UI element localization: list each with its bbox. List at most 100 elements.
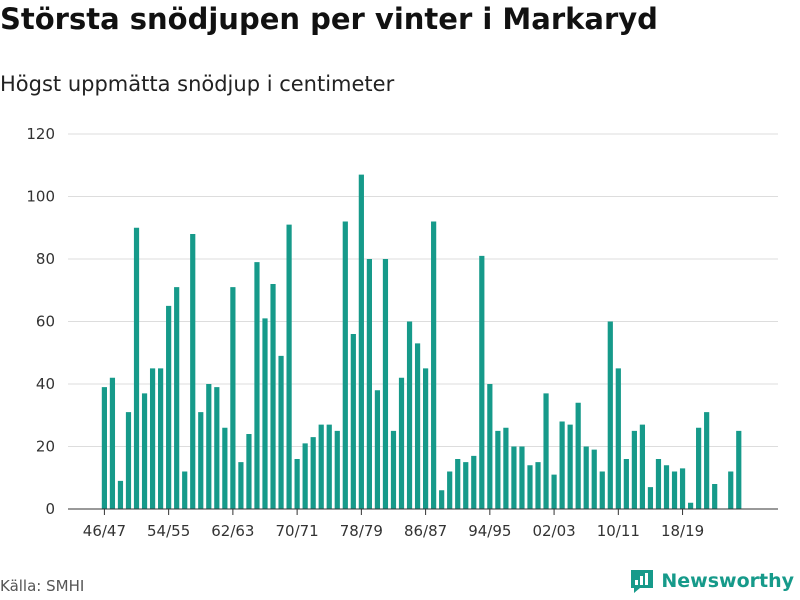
bar-13/14 (639, 424, 646, 509)
bar-22/23 (712, 484, 718, 509)
bar-65/66 (254, 262, 260, 509)
bar-49/50 (125, 412, 132, 509)
y-tick-label-120: 120 (26, 125, 55, 143)
x-tick-label-18/19: 18/19 (661, 522, 704, 540)
bar-00/01 (535, 462, 541, 509)
x-tick-label-46/47: 46/47 (83, 522, 126, 540)
source-label: Källa: SMHI (0, 577, 85, 595)
bar-95/96 (495, 430, 501, 509)
x-tick-label-62/63: 62/63 (211, 522, 254, 540)
bar-04/05 (567, 424, 573, 509)
x-tick-label-70/71: 70/71 (276, 522, 319, 540)
bar-47/48 (109, 377, 116, 509)
bar-90/91 (455, 459, 461, 509)
bar-03/04 (559, 421, 565, 509)
bar-80/81 (374, 390, 381, 509)
bar-20/21 (696, 427, 702, 509)
bar-84/85 (406, 321, 413, 509)
bar-50/51 (133, 227, 140, 509)
bar-53/54 (158, 368, 164, 509)
bar-79/80 (366, 259, 372, 509)
newsworthy-logo-icon (631, 570, 654, 593)
x-tick-label-54/55: 54/55 (147, 522, 190, 540)
bar-82/83 (390, 430, 397, 509)
bar-81/82 (382, 259, 389, 509)
bar-48/49 (117, 480, 124, 509)
bar-63/64 (238, 462, 244, 509)
bar-76/77 (342, 221, 348, 509)
bar-02/03 (551, 474, 557, 509)
bar-61/62 (222, 427, 228, 509)
bar-62/63 (230, 287, 236, 509)
bar-73/74 (318, 424, 324, 509)
bar-54/55 (166, 305, 172, 509)
bar-98/99 (519, 446, 525, 509)
bar-58/59 (198, 412, 204, 509)
bar-99/00 (527, 465, 533, 509)
bar-75/76 (334, 430, 340, 509)
bar-59/60 (206, 384, 212, 509)
bar-67/68 (270, 284, 276, 509)
y-tick-label-40: 40 (36, 375, 55, 393)
bar-19/20 (687, 502, 694, 509)
bar-64/65 (246, 434, 252, 509)
bar-18/19 (679, 468, 686, 509)
y-tick-label-20: 20 (36, 438, 55, 456)
bar-15/16 (655, 459, 662, 509)
bar-24/25 (728, 471, 734, 509)
x-tick-label-10/11: 10/11 (597, 522, 640, 540)
bar-52/53 (149, 368, 156, 509)
bar-57/58 (190, 234, 196, 509)
bar-08/09 (599, 471, 605, 509)
bar-86/87 (423, 368, 429, 509)
x-tick-label-94/95: 94/95 (468, 522, 511, 540)
bar-70/71 (294, 459, 300, 509)
x-tick-label-78/79: 78/79 (340, 522, 383, 540)
bar-66/67 (262, 318, 268, 509)
brand-logo: Newsworthy (629, 568, 794, 594)
bar-25/26 (736, 430, 742, 509)
bar-05/06 (575, 402, 581, 509)
y-tick-label-60: 60 (36, 313, 55, 331)
bar-55/56 (174, 287, 180, 509)
bar-60/61 (214, 387, 220, 509)
bar-46/47 (101, 387, 107, 509)
bar-89/90 (447, 471, 453, 509)
bar-92/93 (471, 455, 477, 509)
brand-name: Newsworthy (661, 570, 794, 592)
bar-97/98 (511, 446, 517, 509)
bar-16/17 (663, 465, 670, 509)
chart-subtitle: Högst uppmätta snödjup i centimeter (0, 72, 395, 96)
bar-83/84 (398, 377, 405, 509)
bar-72/73 (310, 437, 316, 509)
bar-12/13 (631, 430, 637, 509)
bar-78/79 (358, 174, 364, 509)
bar-87/88 (431, 221, 437, 509)
bar-69/70 (286, 224, 292, 509)
x-tick-label-86/87: 86/87 (404, 522, 447, 540)
bar-71/72 (302, 443, 308, 509)
y-tick-label-0: 0 (45, 500, 55, 518)
bar-77/78 (350, 334, 356, 509)
bar-21/22 (704, 412, 710, 509)
bar-01/02 (543, 393, 549, 509)
bar-68/69 (278, 355, 284, 509)
bar-93/94 (479, 255, 485, 509)
bar-07/08 (591, 449, 597, 509)
chart-title: Största snödjupen per vinter i Markaryd (0, 2, 658, 36)
bar-10/11 (615, 368, 621, 509)
y-tick-label-80: 80 (36, 250, 55, 268)
bar-94/95 (487, 384, 493, 509)
bar-91/92 (463, 462, 469, 509)
bar-06/07 (583, 446, 589, 509)
y-tick-label-100: 100 (26, 188, 55, 206)
bar-09/10 (607, 321, 613, 509)
x-tick-label-02/03: 02/03 (532, 522, 575, 540)
bar-74/75 (326, 424, 332, 509)
bar-56/57 (182, 471, 188, 509)
bar-96/97 (503, 427, 509, 509)
bar-85/86 (414, 343, 421, 509)
bar-14/15 (647, 487, 654, 509)
bar-17/18 (671, 471, 678, 509)
